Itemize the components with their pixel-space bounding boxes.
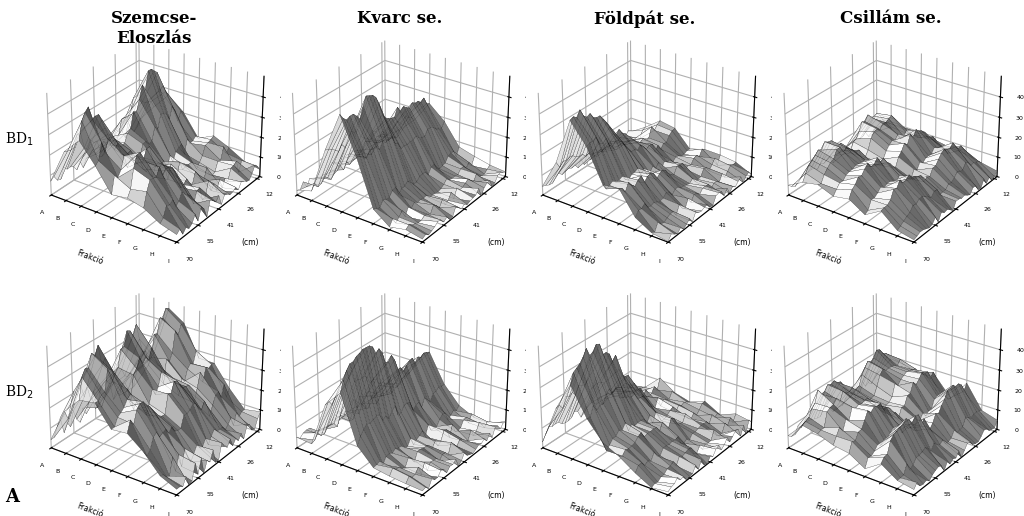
Y-axis label: (cm): (cm): [733, 491, 751, 499]
Y-axis label: (cm): (cm): [242, 491, 259, 499]
Text: BD$_1$: BD$_1$: [5, 131, 34, 148]
Text: Kvarc se.: Kvarc se.: [356, 10, 442, 27]
X-axis label: Frakció: Frakció: [322, 502, 350, 516]
Y-axis label: (cm): (cm): [487, 491, 505, 499]
Text: Csillám se.: Csillám se.: [840, 10, 942, 27]
X-axis label: Frakció: Frakció: [567, 502, 596, 516]
Text: Földpát se.: Földpát se.: [595, 10, 695, 28]
Y-axis label: (cm): (cm): [487, 238, 505, 247]
Text: Szemcse-
Eloszlás: Szemcse- Eloszlás: [111, 10, 197, 47]
X-axis label: Frakció: Frakció: [567, 249, 596, 267]
X-axis label: Frakció: Frakció: [813, 502, 842, 516]
Y-axis label: (cm): (cm): [733, 238, 751, 247]
X-axis label: Frakció: Frakció: [76, 249, 104, 267]
Y-axis label: (cm): (cm): [979, 491, 996, 499]
Y-axis label: (cm): (cm): [979, 238, 996, 247]
X-axis label: Frakció: Frakció: [813, 249, 842, 267]
Text: A: A: [5, 488, 19, 506]
Text: BD$_2$: BD$_2$: [5, 383, 34, 401]
X-axis label: Frakció: Frakció: [322, 249, 350, 267]
Y-axis label: (cm): (cm): [242, 238, 259, 247]
X-axis label: Frakció: Frakció: [76, 502, 104, 516]
